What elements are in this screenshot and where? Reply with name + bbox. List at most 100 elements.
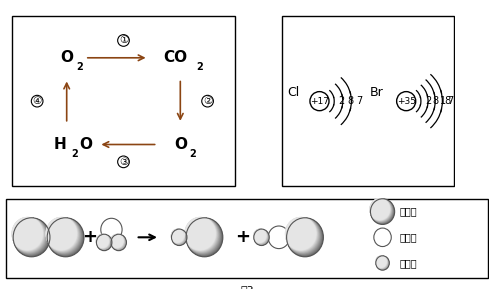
Ellipse shape xyxy=(171,229,187,245)
Text: ①: ① xyxy=(119,36,128,45)
Ellipse shape xyxy=(110,234,124,248)
Ellipse shape xyxy=(285,217,317,251)
Text: +17: +17 xyxy=(310,97,329,106)
Ellipse shape xyxy=(370,199,392,222)
Text: 8: 8 xyxy=(347,96,353,106)
Ellipse shape xyxy=(286,217,320,253)
Ellipse shape xyxy=(287,218,323,256)
Ellipse shape xyxy=(171,229,184,243)
Ellipse shape xyxy=(47,218,82,255)
Text: 氧原子: 氧原子 xyxy=(400,232,417,242)
Ellipse shape xyxy=(184,217,216,251)
Ellipse shape xyxy=(185,217,218,253)
Ellipse shape xyxy=(171,229,187,246)
Ellipse shape xyxy=(286,218,321,255)
Text: +: + xyxy=(82,228,97,246)
Ellipse shape xyxy=(184,217,216,250)
Ellipse shape xyxy=(253,229,267,243)
Ellipse shape xyxy=(375,255,388,269)
Ellipse shape xyxy=(13,218,49,256)
Ellipse shape xyxy=(111,234,125,249)
Ellipse shape xyxy=(111,234,125,249)
Ellipse shape xyxy=(185,217,219,253)
Ellipse shape xyxy=(285,217,317,251)
Ellipse shape xyxy=(370,198,392,222)
Ellipse shape xyxy=(375,256,389,270)
Ellipse shape xyxy=(375,256,388,269)
Ellipse shape xyxy=(47,218,84,257)
Text: 7: 7 xyxy=(447,96,453,106)
Ellipse shape xyxy=(110,234,124,248)
Ellipse shape xyxy=(375,255,387,268)
Ellipse shape xyxy=(185,217,219,253)
Ellipse shape xyxy=(286,217,321,254)
Ellipse shape xyxy=(12,217,46,253)
Ellipse shape xyxy=(287,218,324,257)
Text: 2: 2 xyxy=(71,149,78,159)
Ellipse shape xyxy=(376,256,389,270)
Ellipse shape xyxy=(253,229,267,244)
Ellipse shape xyxy=(286,217,321,254)
Text: 7: 7 xyxy=(356,96,362,106)
Ellipse shape xyxy=(370,199,394,224)
Ellipse shape xyxy=(47,218,83,257)
Text: H: H xyxy=(53,137,66,152)
Ellipse shape xyxy=(171,229,184,243)
Text: 18: 18 xyxy=(440,96,452,106)
Ellipse shape xyxy=(253,229,269,245)
Text: 2: 2 xyxy=(338,96,345,106)
Text: +: + xyxy=(235,228,249,246)
Ellipse shape xyxy=(96,234,112,250)
Ellipse shape xyxy=(46,217,81,254)
Ellipse shape xyxy=(46,217,79,252)
Ellipse shape xyxy=(286,218,322,255)
Ellipse shape xyxy=(287,218,323,256)
Ellipse shape xyxy=(171,229,184,243)
Ellipse shape xyxy=(110,234,124,248)
Ellipse shape xyxy=(12,217,44,252)
Ellipse shape xyxy=(375,256,389,270)
Ellipse shape xyxy=(110,234,124,249)
Ellipse shape xyxy=(370,199,393,223)
Ellipse shape xyxy=(184,217,217,251)
Ellipse shape xyxy=(285,217,318,251)
Ellipse shape xyxy=(375,255,387,268)
Ellipse shape xyxy=(96,234,112,251)
Ellipse shape xyxy=(376,256,389,270)
Ellipse shape xyxy=(13,218,49,256)
Ellipse shape xyxy=(171,229,185,244)
Text: 图3: 图3 xyxy=(240,285,254,289)
Ellipse shape xyxy=(370,199,392,222)
Ellipse shape xyxy=(171,229,185,244)
Text: 8: 8 xyxy=(432,96,439,106)
Ellipse shape xyxy=(370,199,394,223)
Ellipse shape xyxy=(171,229,185,243)
Ellipse shape xyxy=(111,234,126,250)
Ellipse shape xyxy=(253,229,269,245)
Text: ②: ② xyxy=(203,96,212,106)
Ellipse shape xyxy=(96,234,109,248)
Ellipse shape xyxy=(185,217,220,255)
Ellipse shape xyxy=(375,256,388,269)
Ellipse shape xyxy=(171,229,185,244)
Ellipse shape xyxy=(11,217,43,251)
Ellipse shape xyxy=(370,198,392,222)
Ellipse shape xyxy=(111,234,126,251)
Ellipse shape xyxy=(171,229,187,245)
Ellipse shape xyxy=(96,234,110,249)
Ellipse shape xyxy=(186,218,221,255)
Ellipse shape xyxy=(253,229,266,243)
Ellipse shape xyxy=(186,218,222,256)
Text: 图2: 图2 xyxy=(361,202,375,212)
Ellipse shape xyxy=(286,217,320,253)
Ellipse shape xyxy=(13,218,48,255)
Ellipse shape xyxy=(253,229,267,243)
Ellipse shape xyxy=(96,234,109,248)
Ellipse shape xyxy=(285,217,317,251)
Ellipse shape xyxy=(46,217,80,253)
Ellipse shape xyxy=(185,217,217,252)
Ellipse shape xyxy=(111,234,125,250)
Ellipse shape xyxy=(376,256,389,270)
Ellipse shape xyxy=(47,218,83,256)
Ellipse shape xyxy=(12,217,44,251)
